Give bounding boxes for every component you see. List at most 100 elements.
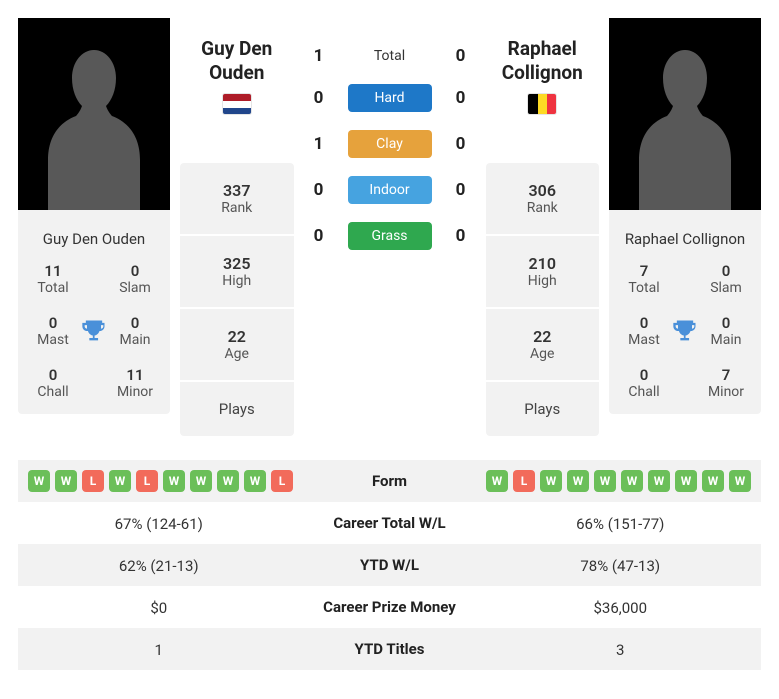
h2h-left-score: 1 (304, 134, 334, 154)
stat-slam: 0 Slam (108, 262, 162, 296)
table-value: 78% (47-13) (580, 557, 660, 575)
form-chip: W (702, 470, 724, 492)
surface-pill[interactable]: Clay (348, 130, 432, 158)
form-chip: W (567, 470, 589, 492)
h2h-row: 1 Clay 0 (304, 130, 476, 158)
form-chip: W (486, 470, 508, 492)
table-row: 62% (21-13) YTD W/L 78% (47-13) (18, 544, 761, 586)
table-cell-right: $36,000 (490, 598, 752, 617)
left-big-name[interactable]: Guy Den Ouden (180, 37, 294, 85)
table-cell-right: WLWWWWWWWW (486, 470, 751, 492)
h2h-left-score: 0 (304, 226, 334, 246)
form-chip: W (648, 470, 670, 492)
form-chip: W (244, 470, 266, 492)
surface-pill[interactable]: Hard (348, 84, 432, 112)
h2h-surface: Indoor (348, 176, 432, 204)
table-value: 62% (21-13) (119, 557, 199, 575)
table-cell-label: YTD W/L (290, 556, 490, 574)
form-chips: WLWWWWWWWW (486, 470, 751, 492)
stat-mast: 0 Mast (26, 314, 80, 348)
right-player-column: Raphael Collignon 7 Total 0 Slam 0 Mast (609, 18, 761, 414)
table-cell-left: WWLWLWWWWL (28, 470, 293, 492)
h2h-row: 0 Grass 0 (304, 222, 476, 250)
right-info-column: Raphael Collignon 306 Rank 210 High 22 A… (486, 18, 600, 436)
h2h-surface: Clay (348, 130, 432, 158)
table-row: WWLWLWWWWLFormWLWWWWWWWW (18, 460, 761, 502)
h2h-right-score: 0 (446, 226, 476, 246)
form-chip: L (136, 470, 158, 492)
table-cell-left: $0 (28, 598, 290, 617)
table-cell-label: Career Prize Money (290, 598, 490, 616)
h2h-left-score: 1 (304, 46, 334, 66)
left-info-column: Guy Den Ouden 337 Rank 325 High 22 Age P… (180, 18, 294, 436)
table-cell-label: Career Total W/L (290, 514, 490, 532)
info-rank: 337 Rank (180, 163, 294, 236)
form-chip: W (729, 470, 751, 492)
table-cell-left: 62% (21-13) (28, 556, 290, 575)
right-big-name[interactable]: Raphael Collignon (486, 37, 600, 85)
surface-pill[interactable]: Indoor (348, 176, 432, 204)
right-info-stack: 306 Rank 210 High 22 Age Plays (486, 163, 600, 436)
info-plays: Plays (486, 382, 600, 436)
left-player-name[interactable]: Guy Den Ouden (26, 230, 162, 248)
h2h-right-score: 0 (446, 180, 476, 200)
table-value: 66% (151-77) (576, 515, 664, 533)
form-chip: W (621, 470, 643, 492)
info-plays: Plays (180, 382, 294, 436)
stat-chall: 0 Chall (617, 366, 671, 400)
stat-total: 7 Total (617, 262, 671, 296)
table-value: 3 (616, 641, 624, 659)
left-stat-grid: 11 Total 0 Slam 0 Mast 0 Main (26, 262, 162, 400)
left-player-card: Guy Den Ouden 11 Total 0 Slam 0 Mast (18, 210, 170, 414)
h2h-left-score: 0 (304, 88, 334, 108)
form-chip: L (271, 470, 293, 492)
form-chip: W (109, 470, 131, 492)
left-info-stack: 337 Rank 325 High 22 Age Plays (180, 163, 294, 436)
form-chip: W (163, 470, 185, 492)
stat-main: 0 Main (108, 314, 162, 348)
top-row: Guy Den Ouden 11 Total 0 Slam 0 Mast (18, 18, 761, 436)
table-cell-label: YTD Titles (290, 640, 490, 658)
form-chip: W (594, 470, 616, 492)
h2h-row: 0Hard0 (304, 84, 476, 112)
h2h-right-score: 0 (446, 134, 476, 154)
surface-pill[interactable]: Grass (348, 222, 432, 250)
right-player-name[interactable]: Raphael Collignon (617, 230, 753, 248)
trophy-icon (80, 317, 108, 345)
form-chip: W (190, 470, 212, 492)
table-cell-right: 3 (490, 640, 752, 659)
silhouette-icon (635, 40, 735, 210)
form-chip: W (55, 470, 77, 492)
form-chip: W (28, 470, 50, 492)
table-value: 67% (124-61) (115, 515, 203, 533)
right-player-card: Raphael Collignon 7 Total 0 Slam 0 Mast (609, 210, 761, 414)
table-cell-left: 1 (28, 640, 290, 659)
right-stat-grid: 7 Total 0 Slam 0 Mast 0 Main (617, 262, 753, 400)
left-name-flag: Guy Den Ouden (180, 18, 294, 133)
form-chip: L (82, 470, 104, 492)
table-row: 1 YTD Titles 3 (18, 628, 761, 670)
h2h-right-score: 0 (446, 46, 476, 66)
info-high: 210 High (486, 236, 600, 309)
left-avatar (18, 18, 170, 210)
table-cell-left: 67% (124-61) (28, 514, 290, 533)
stat-main: 0 Main (699, 314, 753, 348)
stat-slam: 0 Slam (699, 262, 753, 296)
info-age: 22 Age (486, 309, 600, 382)
trophy-icon (671, 317, 699, 345)
flag-nl-icon (223, 94, 251, 114)
table-row: $0 Career Prize Money $36,000 (18, 586, 761, 628)
right-avatar (609, 18, 761, 210)
stat-mast: 0 Mast (617, 314, 671, 348)
table-value: 1 (155, 641, 163, 659)
comparison-table: WWLWLWWWWLFormWLWWWWWWWW 67% (124-61) Care… (18, 460, 761, 670)
form-chip: W (217, 470, 239, 492)
h2h-row: 0 Indoor 0 (304, 176, 476, 204)
h2h-column: 1Total00Hard01Clay00Indoor00Grass0 (304, 18, 476, 250)
h2h-row: 1Total0 (304, 46, 476, 66)
h2h-left-score: 0 (304, 180, 334, 200)
table-value: $0 (150, 599, 167, 617)
stat-chall: 0 Chall (26, 366, 80, 400)
table-value: $36,000 (593, 599, 647, 617)
table-row: 67% (124-61) Career Total W/L 66% (151-77) (18, 502, 761, 544)
